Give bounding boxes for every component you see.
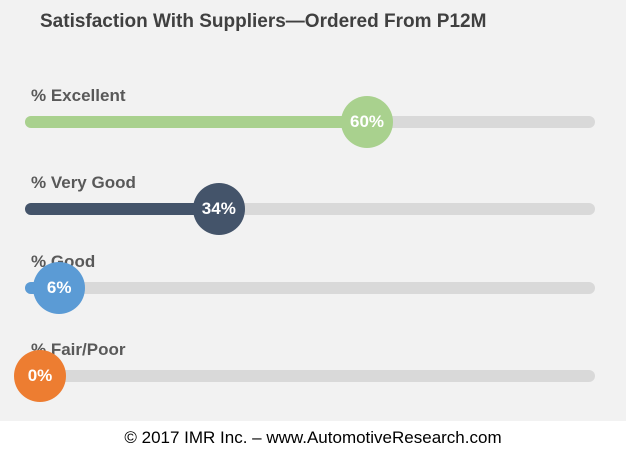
category-label: % Very Good xyxy=(31,173,136,192)
copyright-footer: © 2017 IMR Inc. – www.AutomotiveResearch… xyxy=(124,428,502,447)
bar-fill xyxy=(25,116,367,128)
value-label: 34% xyxy=(192,183,245,235)
bar-row: % Fair/Poor 0% xyxy=(0,340,626,402)
bar-row: % Very Good 34% xyxy=(0,173,626,235)
bar-track xyxy=(25,116,595,128)
bar-track xyxy=(25,203,595,215)
bar-fill xyxy=(25,203,219,215)
value-label: 6% xyxy=(33,262,86,314)
chart-panel: Satisfaction With Suppliers—Ordered From… xyxy=(0,0,626,421)
bar-track xyxy=(25,370,595,382)
bar-track xyxy=(25,282,595,294)
bar-row: % Good 6% xyxy=(0,252,626,314)
chart-title: Satisfaction With Suppliers—Ordered From… xyxy=(40,11,487,32)
value-label: 0% xyxy=(14,350,66,402)
value-label: 60% xyxy=(341,96,393,148)
category-label: % Excellent xyxy=(31,86,126,105)
bar-row: % Excellent 60% xyxy=(0,86,626,148)
